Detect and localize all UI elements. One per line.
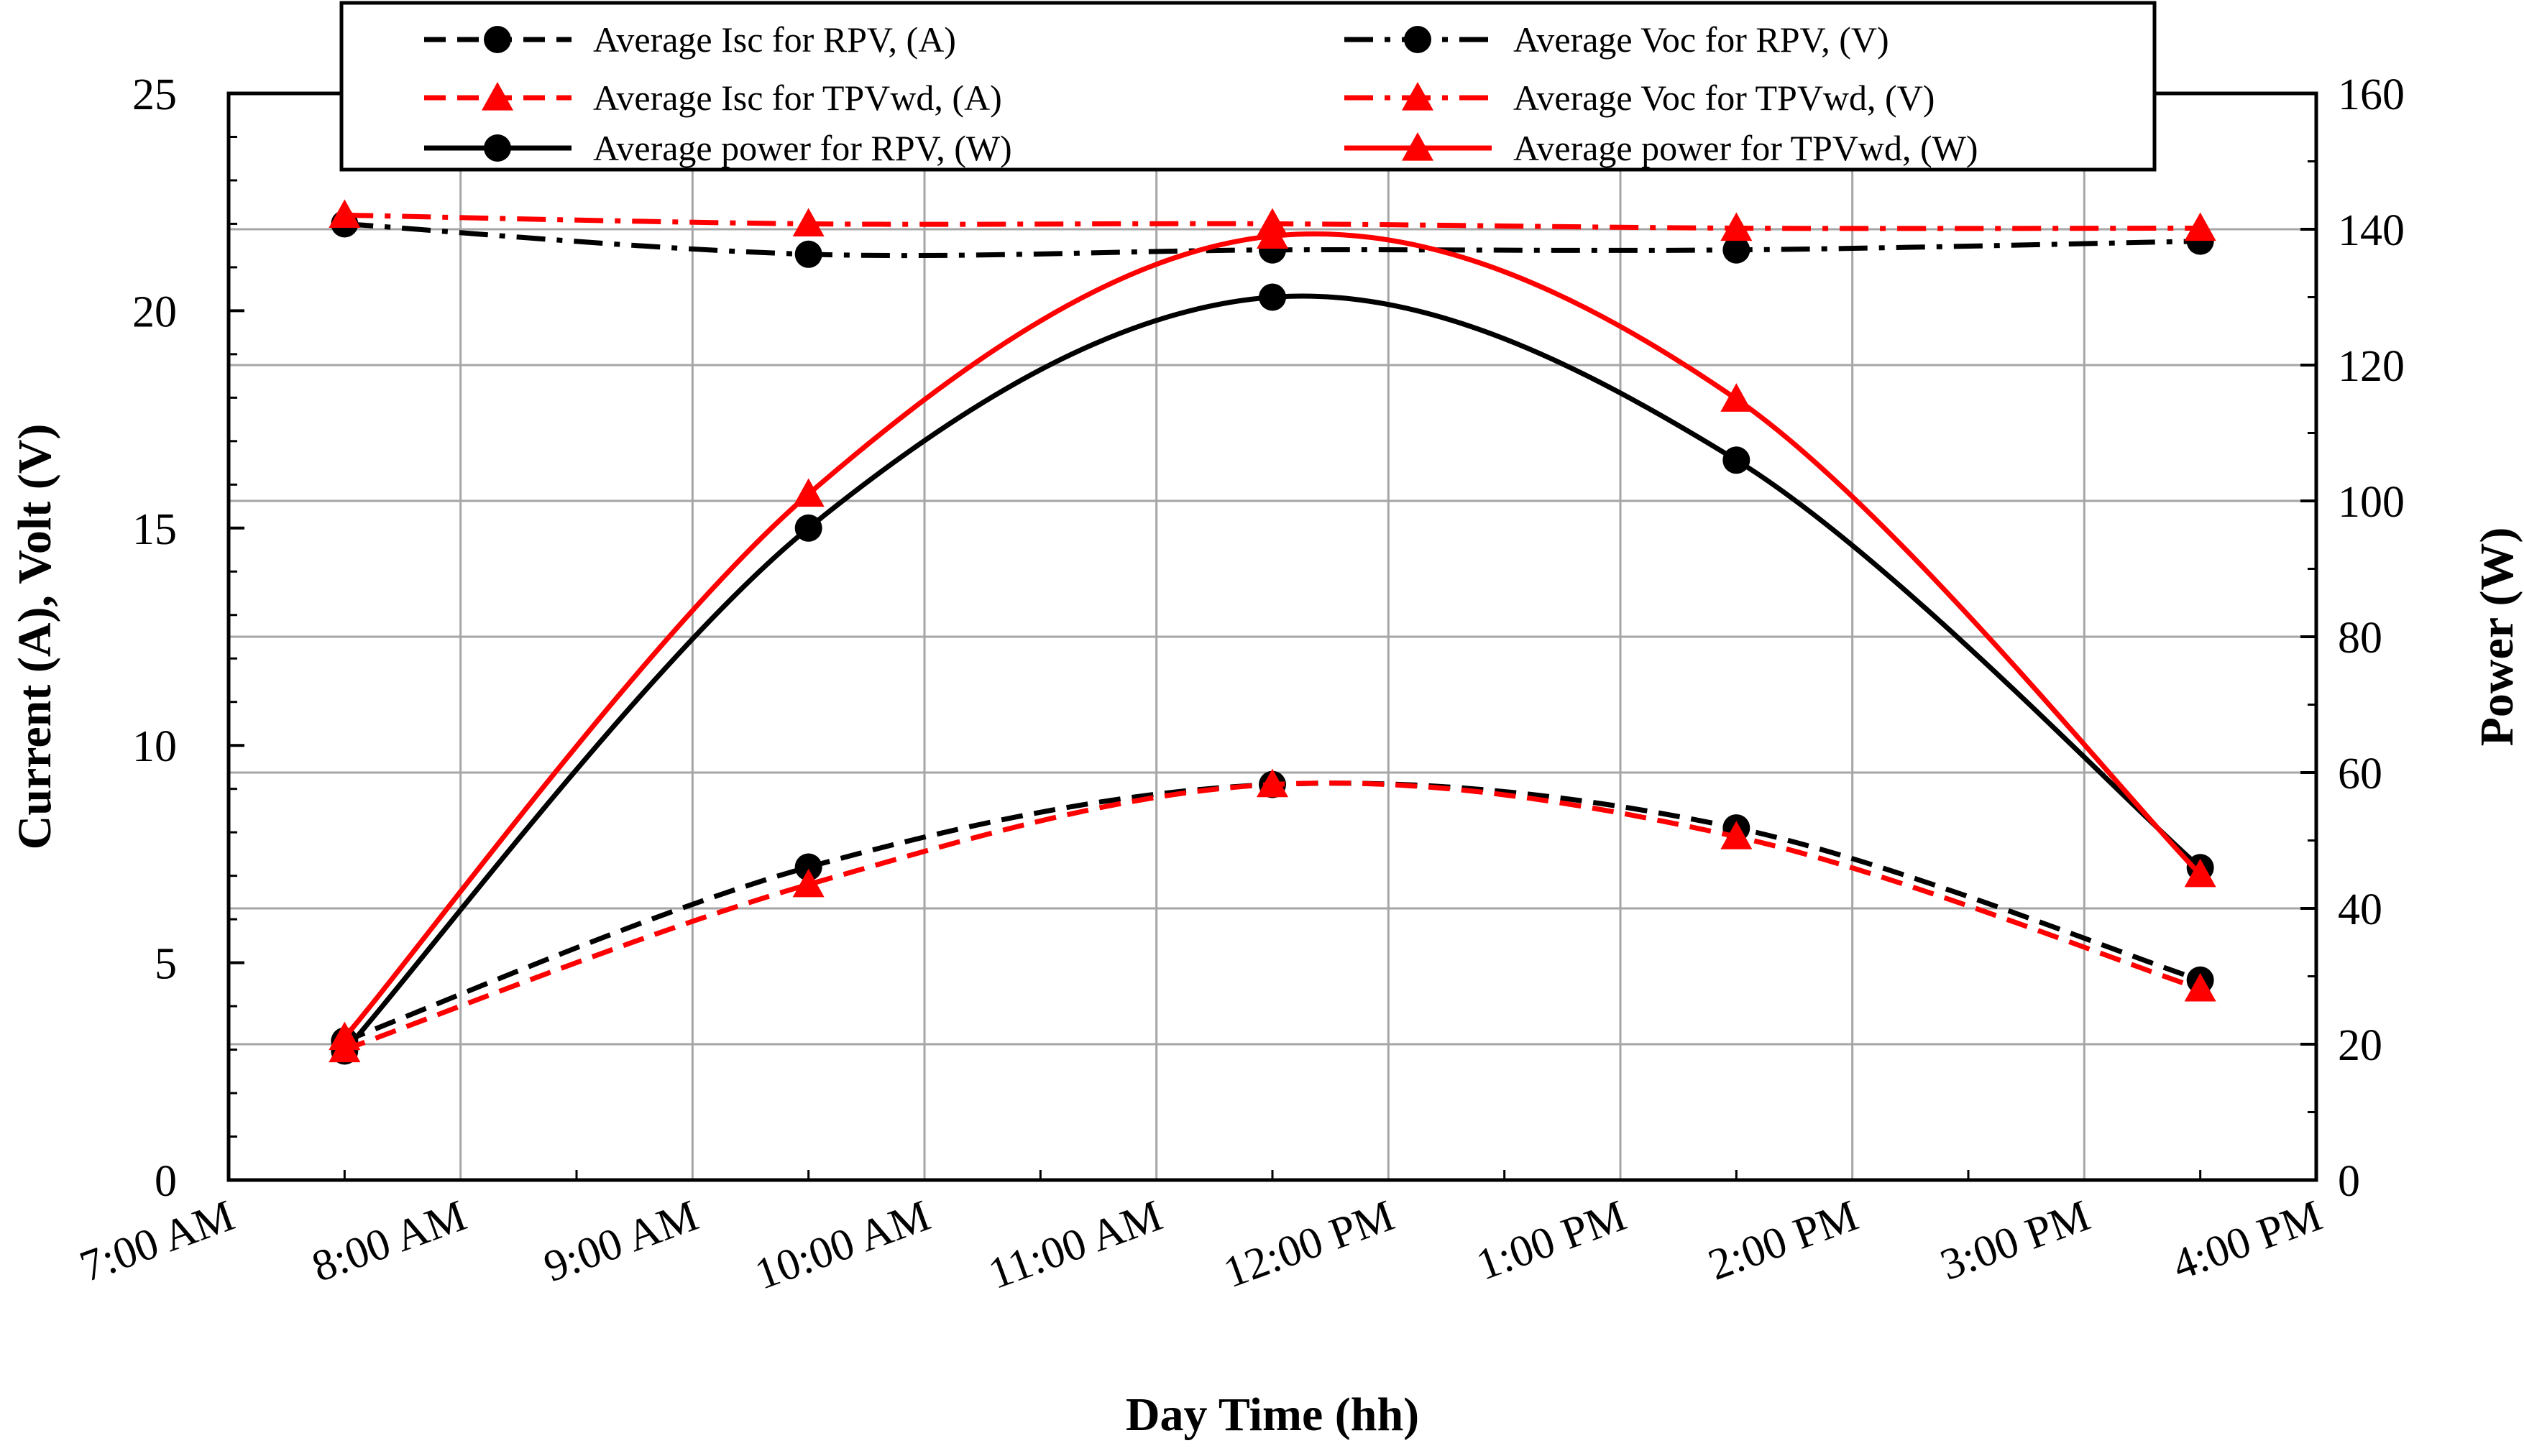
data-point [792, 208, 825, 237]
legend-box [339, 1, 2157, 172]
y-left-tick-label: 20 [132, 287, 177, 336]
series-line [344, 780, 2201, 1052]
y-right-tick-label: 160 [2338, 70, 2405, 119]
data-point [2184, 858, 2216, 888]
data-point [1720, 212, 1753, 241]
data-point [792, 478, 825, 507]
x-tick-label: 10:00 AM [749, 1191, 937, 1299]
data-point [329, 199, 361, 228]
legend-marker [484, 134, 511, 162]
series-2 [329, 768, 2216, 1063]
legend-marker [484, 26, 511, 53]
legend: Average Isc for RPV, (A) Average Isc for … [339, 1, 2157, 172]
y-right-tick-label: 120 [2338, 342, 2405, 391]
y-right-tick-label: 100 [2338, 478, 2405, 527]
data-point [1257, 768, 1288, 798]
data-point [1720, 821, 1753, 849]
legend-label: Average power for RPV, (W) [593, 128, 1012, 168]
data-point [2184, 212, 2216, 241]
data-point [1722, 236, 1750, 264]
legend-marker [1404, 26, 1431, 53]
series-layer [329, 199, 2216, 1065]
y-right-tick-label: 80 [2338, 614, 2382, 663]
data-point [794, 514, 822, 542]
data-point [329, 1021, 361, 1051]
x-tick-label: 4:00 PM [2166, 1191, 2328, 1290]
legend-label: Average power for TPVwd, (W) [1513, 128, 1978, 168]
data-point [2184, 972, 2216, 1002]
data-point [794, 240, 822, 268]
x-axis-title: Day Time (hh) [1126, 1388, 1419, 1441]
x-tick-label: 11:00 AM [982, 1191, 1168, 1299]
legend-marker [1402, 132, 1433, 161]
x-tick-label: 3:00 PM [1935, 1191, 2097, 1290]
series-line [344, 780, 2201, 1043]
series-4 [331, 283, 2214, 1065]
y-axis-right-title: Power (W) [2471, 527, 2523, 747]
y-left-tick-label: 25 [132, 70, 177, 119]
x-tick-label: 8:00 AM [306, 1191, 472, 1291]
legend-label: Average Isc for RPV, (A) [593, 19, 956, 60]
x-tick-label: 2:00 PM [1702, 1191, 1865, 1290]
data-point [794, 853, 822, 881]
y-left-tick-label: 15 [132, 505, 177, 554]
data-point [1257, 220, 1288, 249]
y-left-tick-label: 5 [155, 940, 177, 989]
x-tick-label: 12:00 PM [1217, 1191, 1400, 1297]
y-right-tick-label: 140 [2338, 206, 2405, 255]
legend-label: Average Voc for TPVwd, (V) [1513, 78, 1935, 118]
legend-marker [482, 82, 513, 111]
y-right-tick-label: 20 [2338, 1021, 2382, 1070]
y-right-tick-label: 40 [2338, 885, 2382, 934]
data-point [792, 868, 825, 898]
y-left-tick-label: 10 [132, 722, 177, 771]
axes-layer: 7:00 AM 8:00 AM 9:00 AM 10:00 AM 11:00 AM 12:… [74, 70, 2405, 1299]
legend-label: Average Voc for RPV, (V) [1513, 19, 1889, 60]
x-tick-label: 1:00 PM [1470, 1191, 1633, 1290]
data-point [1720, 383, 1753, 412]
series-1 [331, 210, 2214, 268]
legend-marker [1402, 82, 1433, 111]
data-point [1722, 446, 1750, 474]
series-line [342, 231, 2203, 1039]
series-line [342, 293, 2202, 1053]
data-point [1259, 283, 1286, 311]
x-tick-label: 9:00 AM [538, 1191, 705, 1291]
legend-label: Average Isc for TPVwd, (A) [593, 78, 1002, 118]
x-tick-label: 7:00 AM [74, 1191, 241, 1291]
y-left-tick-label: 0 [155, 1157, 177, 1206]
series-5 [329, 220, 2216, 1051]
y-axis-left-title: Current (A), Volt (V) [9, 424, 61, 850]
series-0 [331, 770, 2214, 1055]
y-right-tick-label: 0 [2338, 1157, 2360, 1206]
y-right-tick-label: 60 [2338, 750, 2382, 798]
